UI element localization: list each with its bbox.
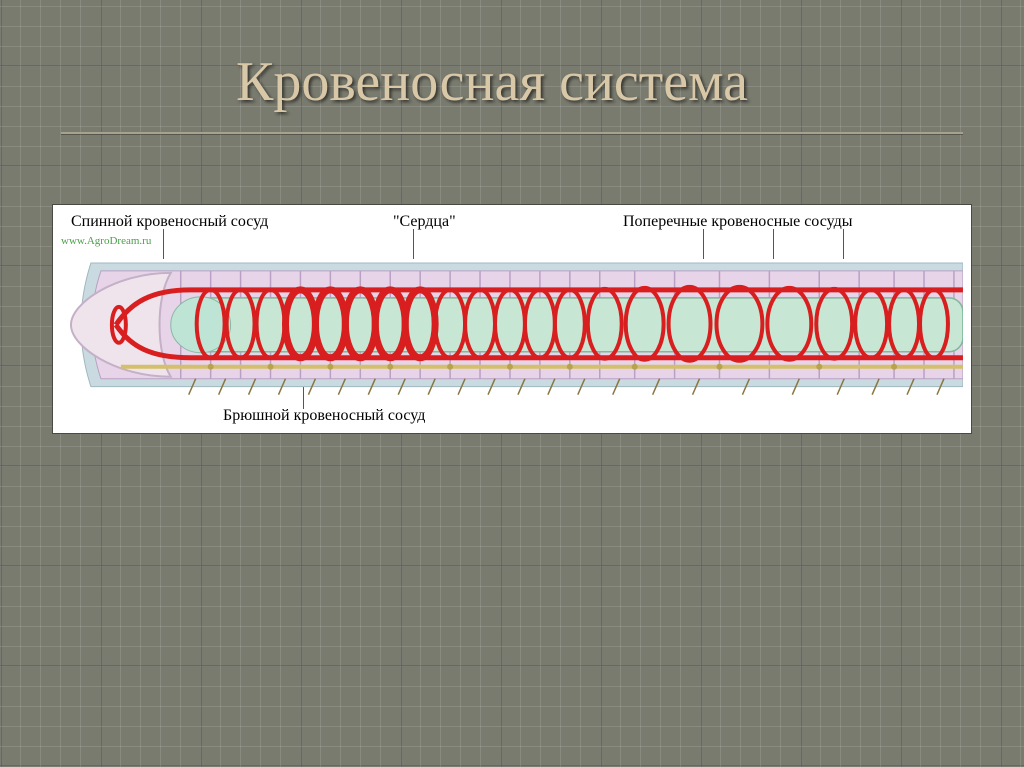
page-title: Кровеносная система bbox=[0, 50, 1024, 114]
label-hearts: "Сердца" bbox=[393, 213, 456, 231]
title-underline bbox=[61, 132, 962, 134]
label-dorsal-vessel: Спинной кровеносный сосуд bbox=[71, 213, 268, 231]
slide-root: Кровеносная система Спинной кровеносный … bbox=[0, 0, 1024, 767]
worm-diagram bbox=[61, 243, 963, 407]
label-ventral-vessel: Брюшной кровеносный сосуд bbox=[223, 407, 425, 425]
label-transverse-vessels: Поперечные кровеносные сосуды bbox=[623, 213, 852, 231]
diagram-container: Спинной кровеносный сосуд "Сердца" Попер… bbox=[52, 204, 972, 434]
